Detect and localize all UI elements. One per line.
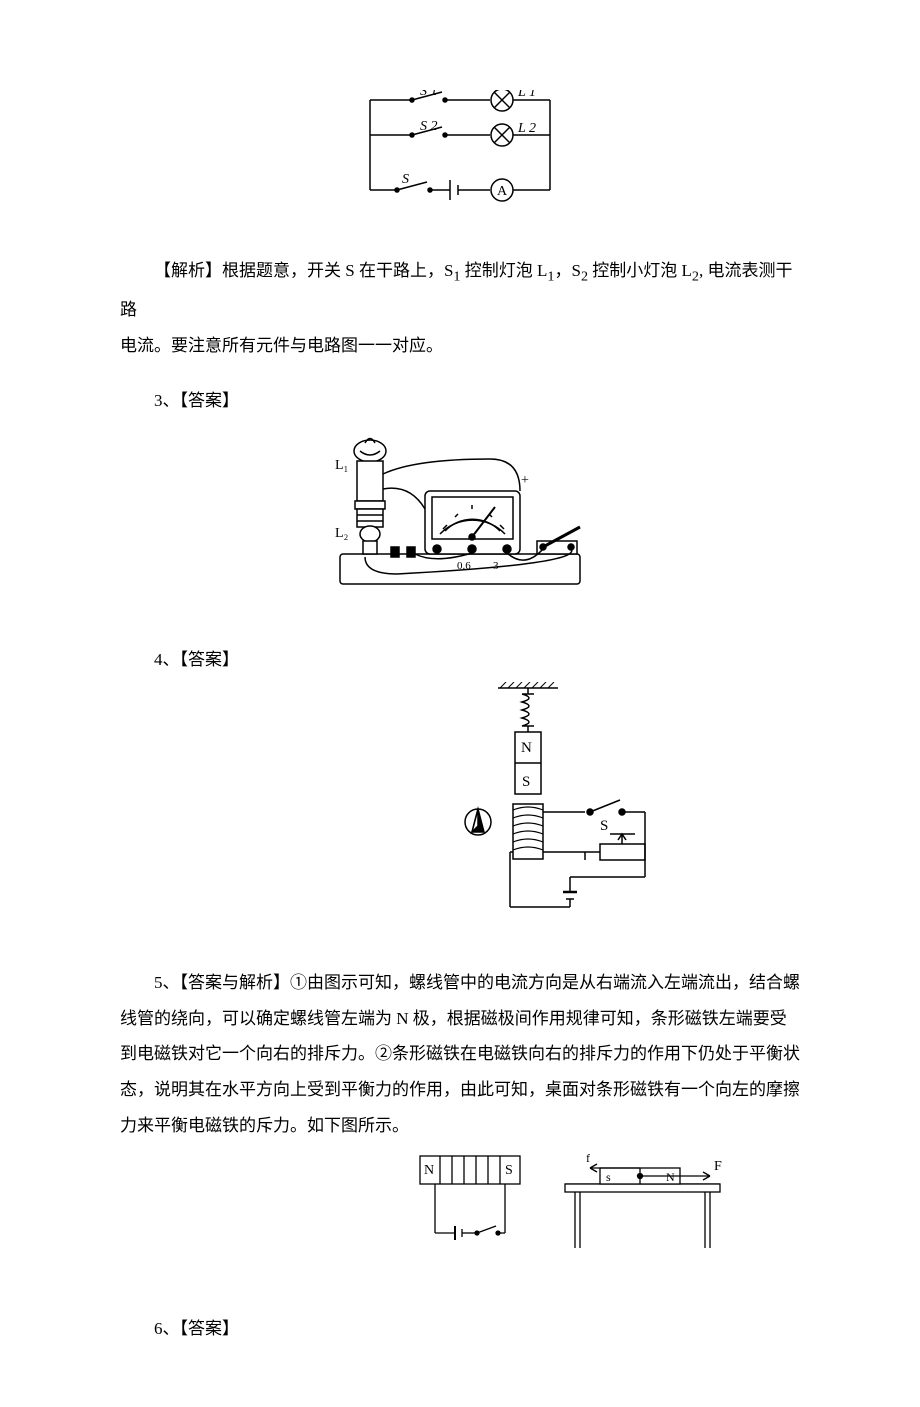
q2-sub1: 1 [453,268,460,284]
q2-explanation-line2: 电流。要注意所有元件与电路图一一对应。 [120,328,800,364]
label-s2: S 2 [420,119,438,134]
label-3: 3 [493,560,499,572]
label-s1: S 1 [420,90,438,99]
q2-explanation-line1: 【解析】根据题意，开关 S 在干路上，S1 控制灯泡 L1，S2 控制小灯泡 L… [120,253,800,328]
label-solenoid-n: N [424,1163,434,1178]
q2-sub3: 2 [581,268,588,284]
q2-figure: S 1 L 1 S 2 L 2 S A [120,90,800,223]
label-bar-s: s [606,1170,611,1184]
electromagnet-diagram-icon: N S S [450,682,660,912]
label-friction-f: f [586,1151,590,1165]
q4-figure: N S S [120,682,800,925]
label-bar-n: N [666,1170,675,1184]
q2-exp-2: 控制灯泡 L [461,261,548,280]
circuit-diagram-icon: S 1 L 1 S 2 L 2 S A [350,90,570,210]
q2-exp-3: ，S [554,261,580,280]
force-diagram-icon: N S s N F f [410,1148,730,1258]
label-06: 0.6 [457,560,471,572]
ammeter-apparatus-icon: L₁ L₂ + 0.6 3 [325,429,595,599]
label-l1: L 1 [517,90,536,100]
label-l2: L 2 [517,121,536,136]
q2-exp-1: 【解析】根据题意，开关 S 在干路上，S [154,261,453,280]
q2-sub4: 2 [692,268,699,284]
label-l1b: L₁ [335,458,348,473]
label-s: S [402,172,409,187]
label-plus: + [521,473,529,488]
label-smag: S [522,774,530,790]
q4-heading: 4、【答案】 [120,642,800,678]
label-a: A [497,184,508,199]
q2-exp-4: 控制小灯泡 L [588,261,692,280]
page-content: S 1 L 1 S 2 L 2 S A 【解析】根据题意，开关 S 在干路上，S… [0,0,920,1407]
label-switch-s: S [600,818,608,834]
q6-heading: 6、【答案】 [120,1311,800,1347]
q5-figure: N S s N F f [120,1148,800,1271]
label-n: N [521,740,532,756]
label-l2b: L₂ [335,526,349,541]
q3-figure: L₁ L₂ + 0.6 3 [120,429,800,612]
label-force-F: F [714,1159,722,1174]
label-solenoid-s: S [505,1163,513,1178]
q5-text: 5、【答案与解析】①由图示可知，螺线管中的电流方向是从右端流入左端流出，结合螺线… [120,965,800,1143]
q3-heading: 3、【答案】 [120,383,800,419]
